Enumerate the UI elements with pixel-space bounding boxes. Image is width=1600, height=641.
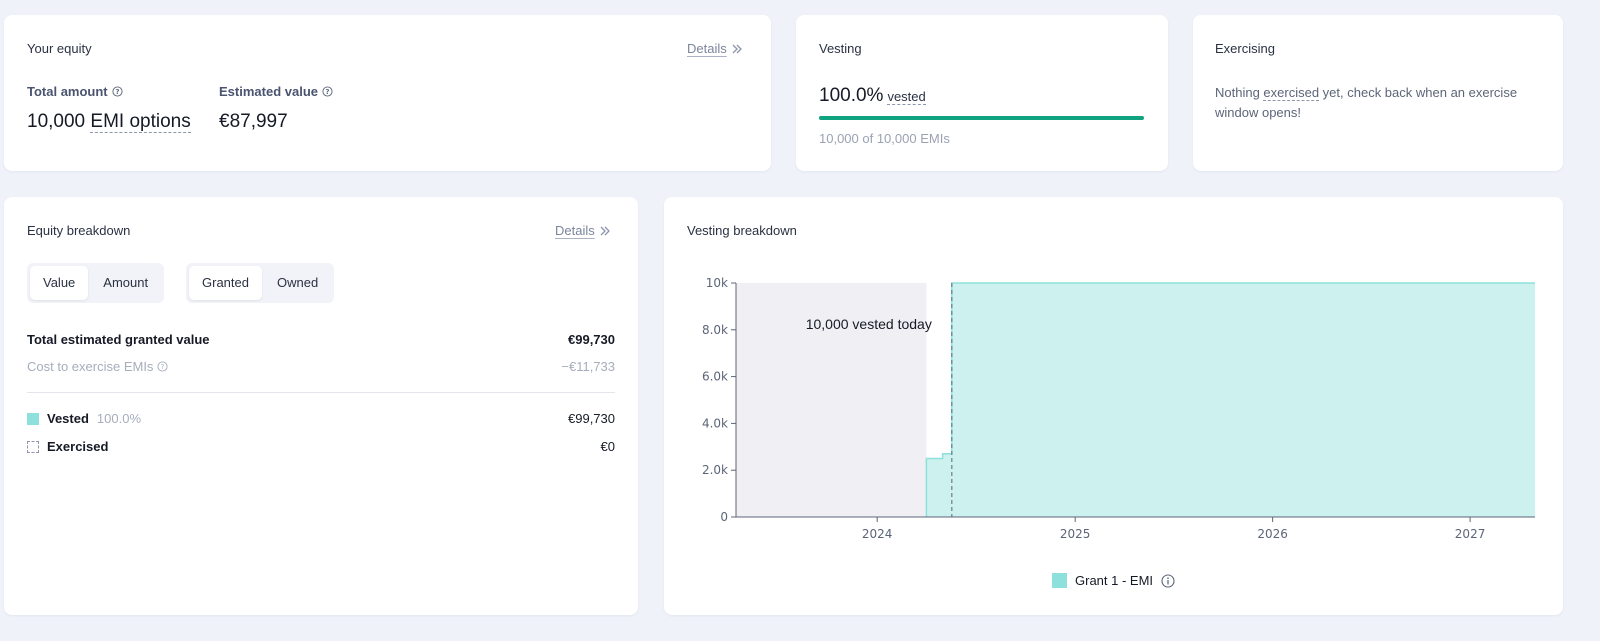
your-equity-details-link[interactable]: Details [687,41,743,56]
toggle-value[interactable]: Value [30,266,89,300]
chart-annotation: 10,000 vested today [806,316,932,332]
exercising-title: Exercising [1215,41,1275,56]
equity-breakdown-details-link[interactable]: Details [555,223,611,238]
equity-breakdown-title: Equity breakdown [27,223,131,238]
double-chevron-right-icon [600,226,610,235]
legend-swatch [1052,573,1067,588]
vesting-breakdown-card: Vesting breakdown 0 2.0k 4.0k 6.0k 8.0k 10k 2… [664,197,1563,615]
vesting-chart: 0 2.0k 4.0k 6.0k 8.0k 10k 2024 2025 2026 2027 10… [702,276,1535,541]
help-icon[interactable]: ? [157,361,168,372]
help-icon[interactable]: ? [112,86,123,97]
y-tick-label: 10k [706,276,728,290]
chart-axes [735,283,1535,518]
chart-y-ticks: 0 2.0k 4.0k 6.0k 8.0k 10k [702,276,736,524]
exercising-card: Exercising Nothing exercised yet, check … [1193,15,1563,171]
double-chevron-right-icon [732,44,742,53]
vesting-breakdown-title: Vesting breakdown [687,223,797,238]
svg-text:?: ? [115,88,119,96]
chart-area-fill [926,283,1535,517]
divider [27,392,615,393]
vested-swatch [27,412,39,425]
y-tick-label: 8.0k [702,323,728,337]
help-icon[interactable]: ? [322,86,333,97]
total-amount-label: Total amount ? [27,84,123,99]
exercised-term[interactable]: exercised [1263,85,1320,101]
estimated-value-label: Estimated value ? [219,84,333,99]
vesting-progress-fill [819,116,1144,120]
legend-label: Grant 1 - EMI [1075,573,1154,588]
emi-options-term[interactable]: EMI options [90,111,191,133]
total-amount-value: 10,000 EMI options [27,111,191,133]
x-tick-label: 2024 [862,527,893,541]
vesting-sub: 10,000 of 10,000 EMIs [819,131,950,146]
chart-series-area [925,282,1535,517]
exercised-row-label: Exercised [27,439,108,454]
toggle-owned[interactable]: Owned [276,275,319,290]
vesting-title: Vesting [819,41,862,56]
x-tick-label: 2025 [1060,527,1091,541]
y-tick-label: 2.0k [702,463,728,477]
vesting-percent-line: 100.0% vested [819,85,926,107]
chart-past-region-rect [736,283,927,517]
vesting-card: Vesting 100.0% vested 10,000 of 10,000 E… [796,15,1168,171]
details-label: Details [555,223,595,238]
total-granted-label: Total estimated granted value [27,332,210,347]
total-granted-value: €99,730 [568,332,615,347]
metric-toggle: Value Amount [27,263,165,303]
svg-text:?: ? [326,88,330,96]
scope-toggle: Granted Owned [186,263,335,303]
your-equity-card: Your equity Details Total amount ? 10,00… [4,15,771,171]
svg-text:?: ? [161,363,165,371]
cost-to-exercise-value: −€11,733 [561,359,615,374]
info-icon[interactable] [1161,573,1175,588]
details-label: Details [687,41,727,56]
vesting-percent: 100.0% [819,85,884,106]
cost-to-exercise-label: Cost to exercise EMIs ? [27,359,168,374]
y-tick-label: 4.0k [702,416,728,430]
exercised-swatch [27,440,39,453]
chart-legend: Grant 1 - EMI [1052,573,1175,588]
chart-past-region [736,283,927,517]
toggle-granted[interactable]: Granted [189,266,262,300]
y-tick-label: 0 [720,510,728,524]
chart-x-ticks: 2024 2025 2026 2027 [862,517,1485,541]
equity-breakdown-card: Equity breakdown Details Value Amount Gr… [4,197,638,615]
exercised-row-value: €0 [600,439,615,454]
x-tick-label: 2027 [1455,527,1486,541]
toggle-amount[interactable]: Amount [103,275,149,290]
x-tick-label: 2026 [1257,527,1288,541]
vested-row-value: €99,730 [568,411,615,426]
exercising-message: Nothing exercised yet, check back when a… [1215,85,1518,120]
your-equity-title: Your equity [27,41,92,56]
estimated-value: €87,997 [219,111,288,132]
vested-row-label: Vested 100.0% [27,411,141,426]
vesting-progress-track [819,116,1144,120]
y-tick-label: 6.0k [702,370,728,384]
vested-term[interactable]: vested [887,89,926,105]
